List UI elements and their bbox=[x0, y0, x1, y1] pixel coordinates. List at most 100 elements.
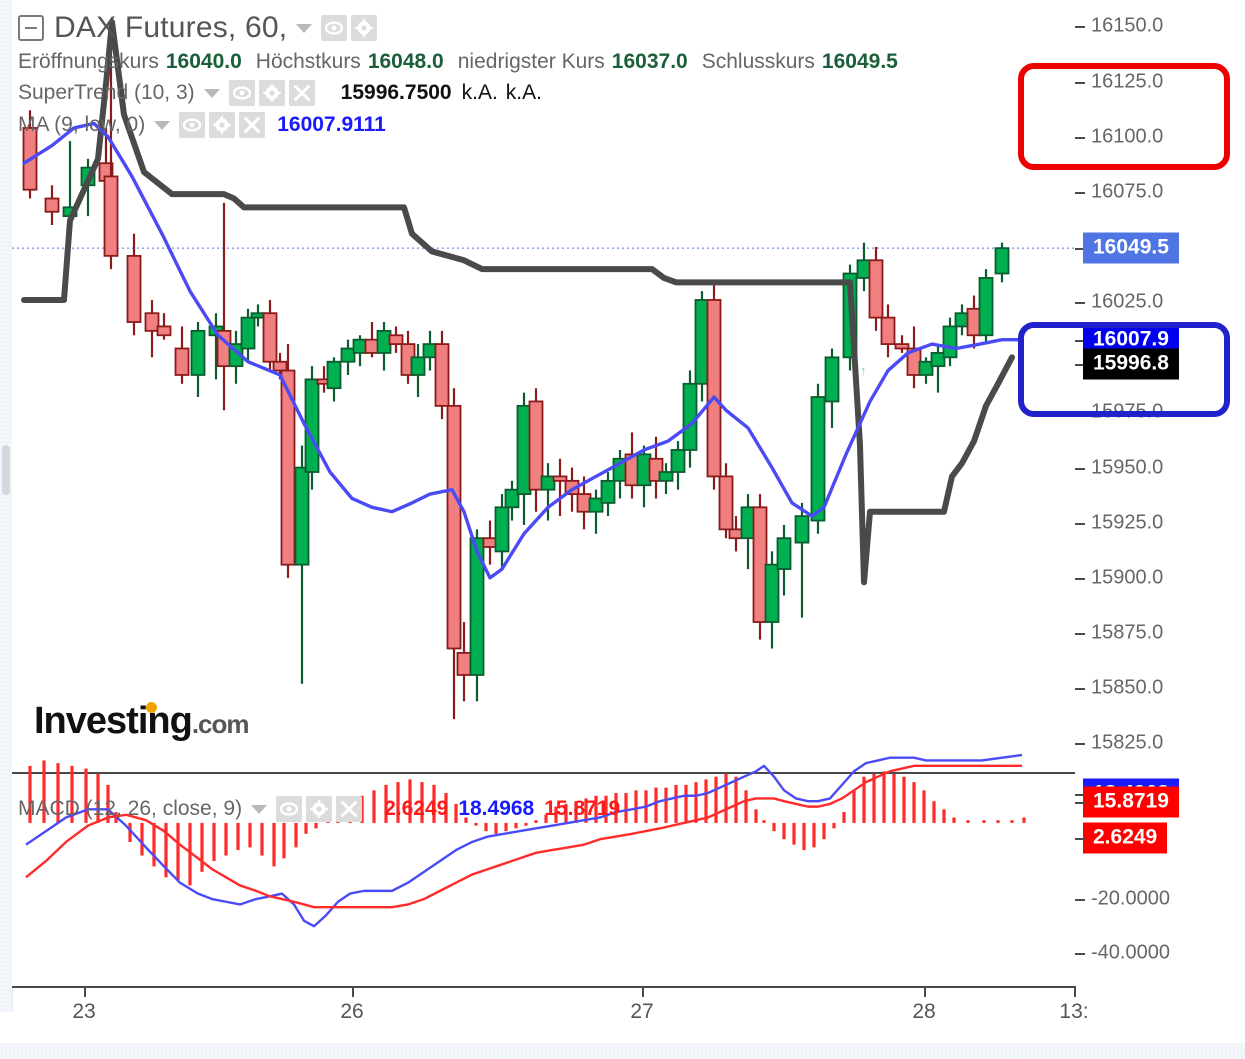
macd-badge-histogram[interactable]: 2.6249 bbox=[1083, 822, 1168, 854]
macd-tick-label: -20.0000 bbox=[1091, 887, 1170, 910]
time-tick bbox=[924, 986, 926, 997]
ma-label: MA (9, low, 0) bbox=[18, 113, 146, 136]
ma-row: MA (9, low, 0) 16007.9111 bbox=[18, 108, 912, 142]
close-icon[interactable] bbox=[336, 796, 363, 822]
time-tick-label: 28 bbox=[912, 1000, 936, 1023]
macd-tick-label: -40.0000 bbox=[1091, 941, 1170, 964]
axis-tick bbox=[1075, 191, 1085, 194]
chart-legend: DAX Futures, 60, Eröffnungskurs 16040.0 … bbox=[18, 8, 912, 142]
time-tick-label: 23 bbox=[72, 1000, 96, 1023]
axis-tick bbox=[1075, 577, 1085, 580]
time-tick bbox=[642, 986, 644, 997]
axis-tick bbox=[1075, 339, 1085, 342]
axis-tick bbox=[1075, 522, 1085, 525]
gear-icon[interactable] bbox=[258, 80, 285, 106]
close-icon[interactable] bbox=[288, 80, 315, 106]
price-tick-label: 15825.0 bbox=[1091, 731, 1164, 754]
price-tick-label: 15900.0 bbox=[1091, 566, 1164, 589]
time-tick-label: 26 bbox=[340, 1000, 364, 1023]
legend-title-row: DAX Futures, 60, bbox=[18, 8, 912, 48]
time-tick bbox=[1074, 986, 1076, 997]
macd-chart-panel[interactable] bbox=[12, 753, 1075, 988]
watermark-suffix: .com bbox=[191, 709, 250, 739]
price-tick-label: 15925.0 bbox=[1091, 511, 1164, 534]
axis-tick bbox=[1075, 743, 1085, 746]
axis-tick bbox=[1075, 136, 1085, 139]
axis-tick bbox=[1075, 837, 1085, 840]
close-label: Schlusskurs bbox=[701, 50, 815, 73]
eye-icon[interactable] bbox=[179, 112, 206, 138]
time-axis[interactable]: 23 26 27 28 13: bbox=[12, 986, 1245, 1026]
macd-legend: MACD (12, 26, close, 9) 2.6249 18.4968 1… bbox=[18, 796, 620, 822]
axis-tick bbox=[1075, 953, 1085, 956]
time-tick-label: 27 bbox=[630, 1000, 654, 1023]
price-badge-close[interactable]: 16049.5 bbox=[1083, 232, 1179, 264]
supertrend-label: SuperTrend (10, 3) bbox=[18, 81, 195, 104]
macd-line-value: 15.8719 bbox=[544, 797, 621, 820]
price-badge-supertrend[interactable]: 15996.8 bbox=[1083, 348, 1179, 380]
macd-label: MACD (12, 26, close, 9) bbox=[18, 797, 243, 820]
eye-icon[interactable] bbox=[321, 15, 348, 41]
open-label: Eröffnungskurs bbox=[18, 50, 159, 73]
price-tick-label: 16150.0 bbox=[1091, 14, 1164, 37]
axis-tick bbox=[1075, 467, 1085, 470]
price-tick-label: 15850.0 bbox=[1091, 676, 1164, 699]
eye-icon[interactable] bbox=[228, 80, 255, 106]
supertrend-na-2: k.A. bbox=[505, 81, 542, 104]
axis-tick bbox=[1075, 302, 1085, 305]
high-label: Höchstkurs bbox=[255, 50, 361, 73]
red-highlight-box bbox=[1018, 63, 1230, 170]
svg-text:↑: ↑ bbox=[860, 363, 867, 378]
macd-badge-macd[interactable]: 15.8719 bbox=[1083, 786, 1179, 818]
watermark-dot-icon bbox=[146, 702, 157, 713]
left-scroll-handle[interactable] bbox=[2, 445, 10, 495]
axis-tick bbox=[1075, 633, 1085, 636]
chevron-down-icon[interactable] bbox=[296, 23, 313, 33]
macd-hist-value: 2.6249 bbox=[384, 797, 449, 820]
time-tick bbox=[84, 986, 86, 997]
page-title: DAX Futures, 60, bbox=[54, 11, 288, 44]
chevron-down-icon[interactable] bbox=[154, 120, 171, 130]
close-value: 16049.5 bbox=[821, 50, 898, 73]
gear-icon[interactable] bbox=[351, 15, 378, 41]
supertrend-row: SuperTrend (10, 3) 15996.7500 k.A. k.A. bbox=[18, 76, 912, 110]
chevron-down-icon[interactable] bbox=[251, 804, 268, 814]
price-tick-label: 16075.0 bbox=[1091, 180, 1164, 203]
supertrend-value: 15996.7500 bbox=[340, 81, 452, 104]
high-value: 16048.0 bbox=[367, 50, 444, 73]
chevron-down-icon[interactable] bbox=[203, 88, 220, 98]
eye-icon[interactable] bbox=[276, 796, 303, 822]
price-tick-label: 15950.0 bbox=[1091, 456, 1164, 479]
collapse-box-icon[interactable] bbox=[18, 15, 44, 41]
axis-tick bbox=[1075, 899, 1085, 902]
low-value: 16037.0 bbox=[611, 50, 688, 73]
bottom-scroll-rail[interactable] bbox=[0, 1043, 1245, 1059]
price-tick-label: 16025.0 bbox=[1091, 290, 1164, 313]
open-value: 16040.0 bbox=[165, 50, 242, 73]
ohlc-row: Eröffnungskurs 16040.0 Höchstkurs 16048.… bbox=[18, 46, 912, 78]
supertrend-na-1: k.A. bbox=[461, 81, 498, 104]
price-tick-label: 15875.0 bbox=[1091, 621, 1164, 644]
axis-tick bbox=[1075, 248, 1085, 251]
gear-icon[interactable] bbox=[306, 796, 333, 822]
axis-tick bbox=[1075, 26, 1085, 29]
axis-tick bbox=[1075, 81, 1085, 84]
axis-tick bbox=[1075, 801, 1085, 804]
macd-signal-value: 18.4968 bbox=[458, 797, 535, 820]
axis-tick bbox=[1075, 794, 1085, 797]
close-icon[interactable] bbox=[239, 112, 266, 138]
time-tick bbox=[352, 986, 354, 997]
axis-tick bbox=[1075, 364, 1085, 367]
blue-highlight-box bbox=[1018, 322, 1230, 417]
gear-icon[interactable] bbox=[209, 112, 236, 138]
axis-tick bbox=[1075, 688, 1085, 691]
investing-watermark: Investing.com bbox=[34, 700, 249, 743]
price-tick-label: 16100.0 bbox=[1091, 125, 1164, 148]
watermark-brand: Investing bbox=[34, 700, 193, 742]
low-label: niedrigster Kurs bbox=[457, 50, 605, 73]
price-chart-canvas: ↑ bbox=[12, 19, 1075, 720]
ma-value: 16007.9111 bbox=[277, 113, 386, 136]
price-tick-label: 16125.0 bbox=[1091, 70, 1164, 93]
time-tick-label: 13: bbox=[1059, 1000, 1089, 1023]
